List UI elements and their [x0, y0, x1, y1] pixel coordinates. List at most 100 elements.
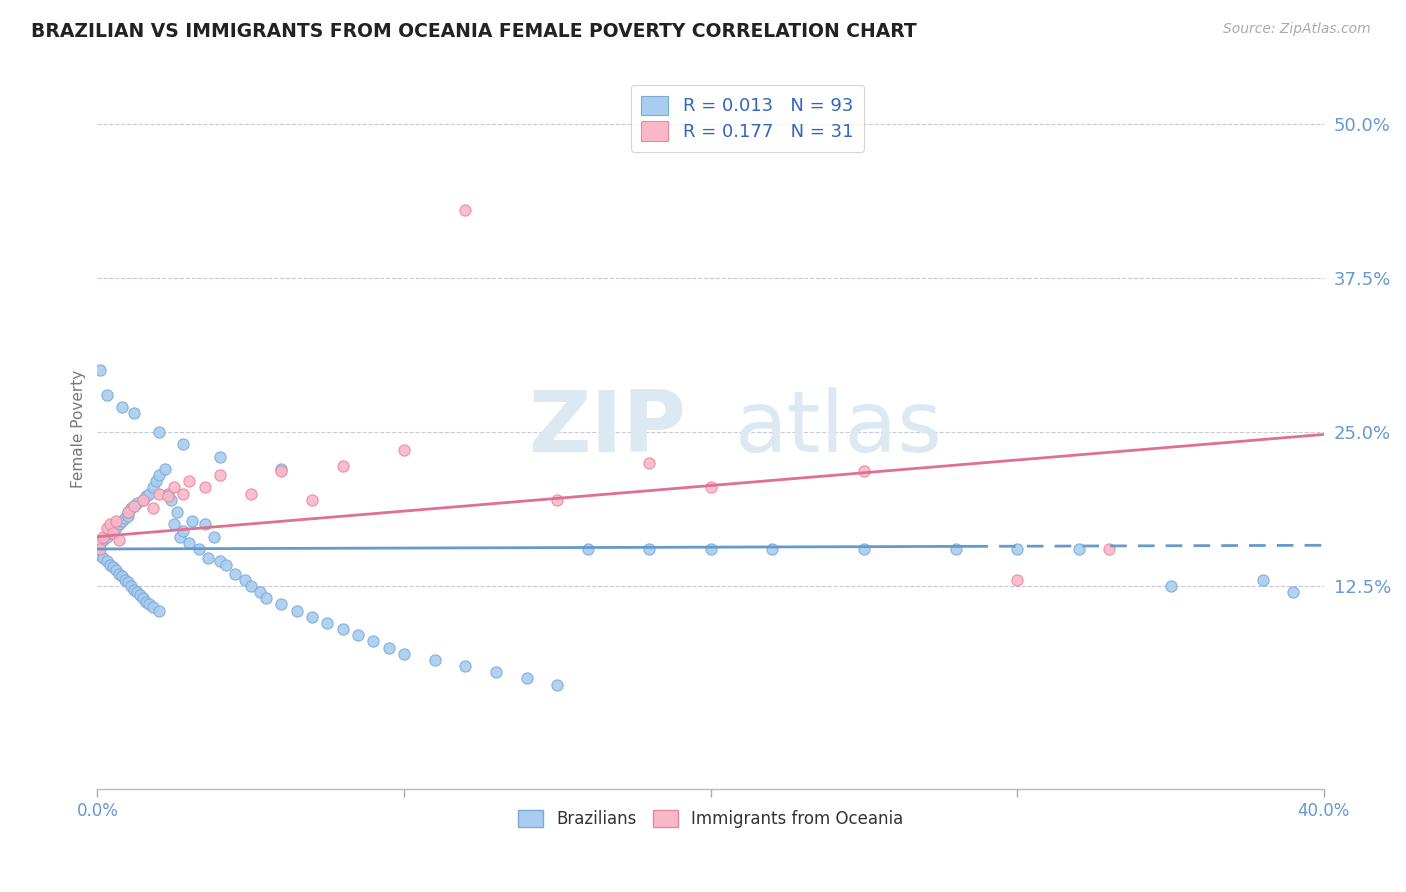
- Point: [114, 573, 136, 587]
- Point: [1007, 573, 1029, 587]
- Point: [377, 640, 399, 655]
- Point: [172, 437, 194, 451]
- Point: [98, 558, 121, 572]
- Point: [239, 579, 262, 593]
- Point: [197, 550, 219, 565]
- Point: [96, 530, 118, 544]
- Point: [187, 541, 209, 556]
- Point: [270, 462, 292, 476]
- Point: [108, 517, 131, 532]
- Point: [166, 505, 188, 519]
- Point: [129, 588, 152, 602]
- Point: [761, 541, 783, 556]
- Point: [111, 514, 134, 528]
- Point: [254, 591, 277, 606]
- Text: BRAZILIAN VS IMMIGRANTS FROM OCEANIA FEMALE POVERTY CORRELATION CHART: BRAZILIAN VS IMMIGRANTS FROM OCEANIA FEM…: [31, 22, 917, 41]
- Point: [454, 203, 477, 218]
- Point: [148, 425, 170, 439]
- Point: [699, 541, 721, 556]
- Point: [120, 579, 142, 593]
- Text: Source: ZipAtlas.com: Source: ZipAtlas.com: [1223, 22, 1371, 37]
- Point: [111, 569, 134, 583]
- Point: [122, 499, 145, 513]
- Point: [270, 598, 292, 612]
- Point: [141, 501, 163, 516]
- Point: [148, 468, 170, 483]
- Point: [638, 541, 661, 556]
- Point: [392, 443, 415, 458]
- Point: [86, 536, 108, 550]
- Point: [546, 492, 568, 507]
- Point: [96, 388, 118, 402]
- Point: [117, 575, 139, 590]
- Point: [98, 526, 121, 541]
- Point: [249, 585, 271, 599]
- Point: [163, 517, 186, 532]
- Point: [141, 480, 163, 494]
- Point: [138, 486, 160, 500]
- Point: [132, 591, 155, 606]
- Point: [111, 401, 134, 415]
- Point: [135, 489, 157, 503]
- Point: [316, 615, 339, 630]
- Point: [194, 517, 217, 532]
- Point: [233, 573, 256, 587]
- Point: [1282, 585, 1305, 599]
- Point: [285, 604, 308, 618]
- Point: [127, 585, 149, 599]
- Point: [160, 492, 183, 507]
- Point: [96, 521, 118, 535]
- Point: [208, 450, 231, 464]
- Point: [423, 653, 446, 667]
- Point: [454, 659, 477, 673]
- Point: [852, 464, 875, 478]
- Point: [172, 486, 194, 500]
- Point: [363, 634, 385, 648]
- Point: [576, 541, 599, 556]
- Point: [122, 407, 145, 421]
- Point: [163, 480, 186, 494]
- Point: [148, 486, 170, 500]
- Point: [135, 595, 157, 609]
- Point: [89, 536, 111, 550]
- Point: [108, 533, 131, 548]
- Point: [148, 604, 170, 618]
- Text: atlas: atlas: [735, 387, 943, 470]
- Legend: Brazilians, Immigrants from Oceania: Brazilians, Immigrants from Oceania: [510, 804, 910, 835]
- Point: [270, 464, 292, 478]
- Point: [104, 521, 127, 535]
- Point: [181, 514, 204, 528]
- Point: [301, 492, 323, 507]
- Point: [96, 554, 118, 568]
- Point: [86, 541, 108, 556]
- Point: [224, 566, 246, 581]
- Point: [132, 492, 155, 507]
- Point: [1251, 573, 1274, 587]
- Point: [347, 628, 370, 642]
- Point: [208, 468, 231, 483]
- Point: [93, 533, 115, 548]
- Point: [122, 582, 145, 597]
- Point: [546, 677, 568, 691]
- Point: [89, 541, 111, 556]
- Point: [156, 489, 179, 503]
- Point: [98, 517, 121, 532]
- Point: [1160, 579, 1182, 593]
- Point: [153, 462, 176, 476]
- Point: [117, 505, 139, 519]
- Point: [114, 511, 136, 525]
- Point: [145, 474, 167, 488]
- Text: ZIP: ZIP: [529, 387, 686, 470]
- Point: [202, 530, 225, 544]
- Point: [93, 530, 115, 544]
- Point: [516, 671, 538, 685]
- Point: [122, 499, 145, 513]
- Point: [120, 501, 142, 516]
- Point: [172, 524, 194, 538]
- Point: [101, 560, 124, 574]
- Point: [1067, 541, 1090, 556]
- Point: [179, 536, 201, 550]
- Point: [141, 599, 163, 614]
- Point: [485, 665, 508, 680]
- Point: [208, 554, 231, 568]
